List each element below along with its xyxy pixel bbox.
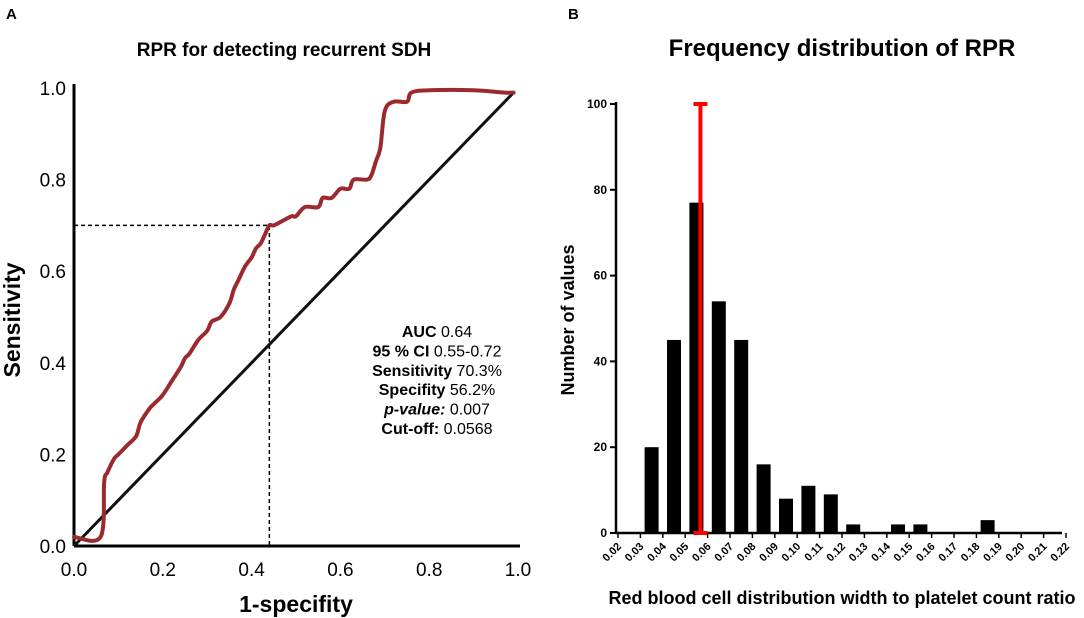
roc-x-tick-label: 0.4 [238, 560, 265, 581]
roc-stat-value: 0.007 [445, 402, 490, 419]
roc-panel: A RPR for detecting recurrent SDH 0.0 0.2… [0, 6, 531, 617]
roc-stat-line: Specifity 56.2% [379, 382, 496, 399]
histogram-x-tick-label: 0.09 [757, 541, 781, 565]
histogram-x-axis-label: Red blood cell distribution width to pla… [609, 588, 1076, 608]
roc-chart-title: RPR for detecting recurrent SDH [137, 40, 432, 61]
roc-y-tick-label: 0.4 [40, 354, 67, 375]
histogram-x-tick-label: 0.13 [847, 541, 871, 565]
roc-reference-line [72, 91, 515, 548]
histogram-y-tick-label: 60 [594, 269, 608, 283]
roc-curve-line [72, 88, 516, 543]
histogram-x-tick-label: 0.18 [959, 541, 983, 565]
roc-stat-line: Cut-off: 0.0568 [381, 421, 492, 438]
roc-stat-line: Sensitivity 70.3% [372, 363, 502, 380]
roc-x-tick-label: 0.8 [416, 560, 442, 581]
histogram-y-tick-label: 40 [594, 354, 608, 368]
histogram-x-tick-label: 0.03 [623, 541, 647, 565]
histogram-y-tick-label: 100 [587, 97, 607, 111]
roc-y-tick-label: 0.6 [40, 262, 66, 283]
panel-label-a: A [6, 6, 17, 23]
roc-stat-label: p-value: [383, 402, 445, 419]
histogram-x-tick-label: 0.11 [803, 541, 826, 564]
histogram-x-tick-label: 0.06 [690, 541, 714, 565]
histogram-x-tick-label: 0.21 [1026, 541, 1050, 565]
roc-stat-value: 56.2% [445, 382, 495, 399]
histogram-x-tick-label: 0.08 [735, 541, 759, 565]
roc-stat-line: 95 % CI 0.55-0.72 [373, 343, 502, 360]
histogram-bar [644, 447, 659, 533]
roc-stat-label: AUC [402, 324, 437, 341]
histogram-x-tick-label: 0.07 [712, 541, 736, 565]
histogram-title: Frequency distribution of RPR [669, 35, 1016, 62]
roc-axes: 0.0 0.2 0.4 0.6 0.8 1.0 0.0 0.2 0.4 0.6 0.8 1.0 [40, 79, 532, 581]
roc-y-tick-label: 1.0 [40, 79, 66, 100]
roc-y-tick-label: 0.2 [40, 445, 66, 466]
roc-y-tick-label: 0.0 [40, 537, 66, 558]
histogram-x-tick-label: 0.17 [936, 541, 960, 565]
histogram-bar [980, 520, 995, 533]
histogram-x-tick-label: 0.14 [869, 540, 893, 564]
histogram-y-tick-label: 80 [594, 183, 608, 197]
histogram-x-tick-label: 0.02 [600, 541, 624, 565]
histogram-bar [734, 339, 749, 533]
histogram-panel: B Frequency distribution of RPR 0 20 40 60 8… [558, 6, 1076, 608]
histogram-x-tick-label: 0.15 [892, 541, 916, 565]
roc-stat-label: Cut-off: [381, 421, 439, 438]
histogram-bar [756, 464, 771, 533]
histogram-x-tick-label: 0.12 [824, 541, 848, 565]
histogram-bar [891, 524, 905, 533]
histogram-y-tick-label: 20 [594, 440, 608, 454]
roc-x-tick-label: 0.2 [150, 560, 176, 581]
panel-label-b: B [568, 6, 579, 23]
roc-x-tick-label: 1.0 [505, 560, 531, 581]
roc-statistics-annotation: AUC 0.64 95 % CI 0.55-0.72 Sensitivity 70.… [372, 324, 502, 438]
histogram-x-tick-label: 0.20 [1004, 541, 1028, 565]
roc-y-tick-label: 0.8 [40, 171, 66, 192]
roc-stat-value: 0.64 [437, 324, 473, 341]
histogram-bars [644, 202, 995, 534]
histogram-bar [913, 524, 928, 533]
roc-stat-value: 0.55-0.72 [429, 343, 501, 360]
histogram-axes: 0 20 40 60 80 100 0.020.030.040.050.060.070.08… [587, 97, 1072, 564]
roc-y-axis-label: Sensitivity [0, 262, 25, 377]
histogram-bar [823, 494, 838, 533]
roc-stat-label: 95 % CI [373, 343, 430, 360]
roc-stat-value: 70.3% [452, 363, 502, 380]
histogram-bar [711, 301, 726, 533]
roc-stat-line: p-value: 0.007 [383, 402, 490, 419]
histogram-y-tick-label: 0 [600, 526, 607, 540]
histogram-bar [667, 339, 681, 533]
roc-stat-label: Sensitivity [372, 363, 452, 380]
roc-stat-line: AUC 0.64 [402, 324, 472, 341]
roc-x-axis-label: 1-specifity [239, 591, 353, 617]
histogram-bar [846, 524, 861, 533]
histogram-x-tick-label: 0.19 [981, 541, 1005, 565]
histogram-bar [801, 485, 816, 533]
roc-cutoff-dashed-guide [74, 224, 271, 546]
roc-x-tick-label: 0.0 [61, 560, 87, 581]
roc-curves [72, 88, 516, 548]
histogram-bar [779, 498, 793, 533]
histogram-x-tick-label: 0.04 [645, 540, 669, 564]
histogram-y-axis-label: Number of values [558, 244, 578, 395]
roc-stat-value: 0.0568 [439, 421, 492, 438]
histogram-x-tick-label: 0.05 [668, 541, 692, 565]
histogram-x-tick-label: 0.16 [914, 541, 938, 565]
roc-stat-label: Specifity [379, 382, 446, 399]
roc-x-tick-label: 0.6 [327, 560, 353, 581]
histogram-cutoff-marker [693, 102, 708, 535]
histogram-x-tick-label: 0.22 [1048, 541, 1072, 565]
histogram-x-tick-label: 0.10 [780, 541, 804, 565]
